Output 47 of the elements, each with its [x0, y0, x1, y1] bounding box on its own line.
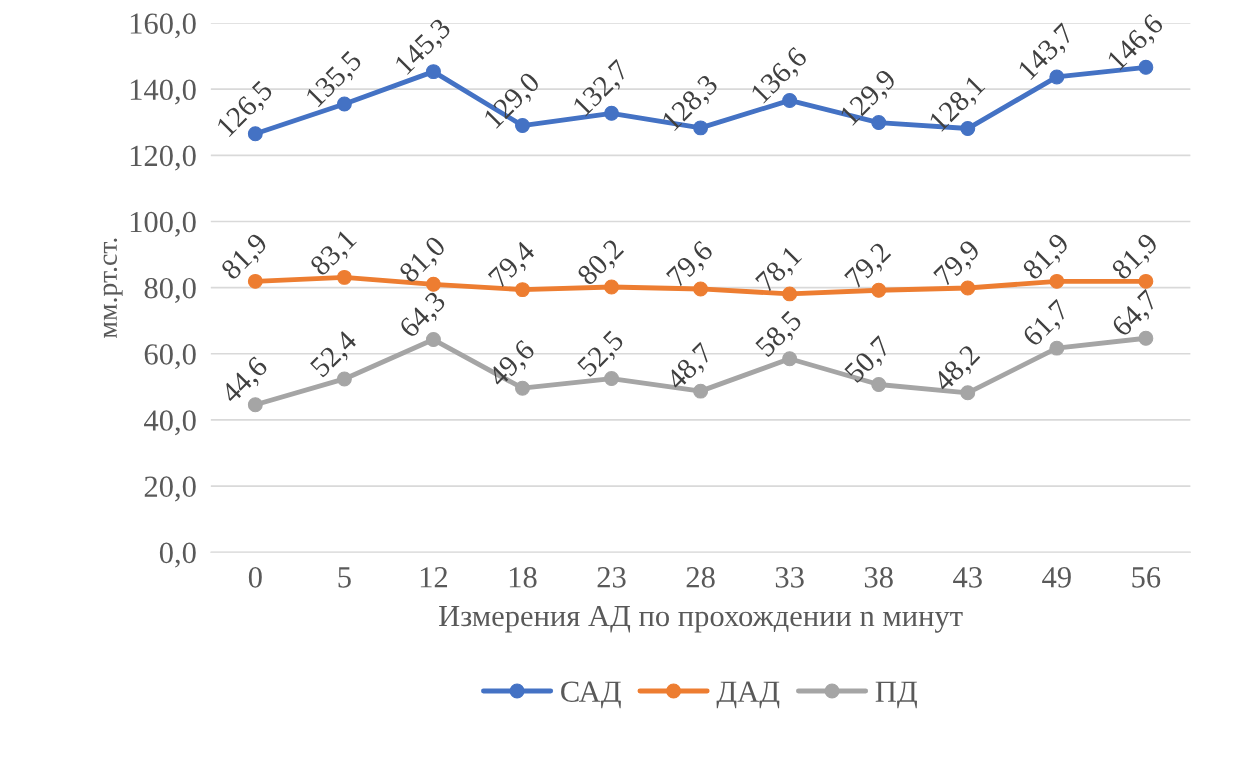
data-label: 79,2: [843, 241, 895, 292]
y-tick-label: 160,0: [130, 13, 196, 39]
data-label: 81,9: [1021, 232, 1073, 284]
legend-label: САД: [561, 681, 621, 709]
data-label: 48,2: [932, 343, 984, 396]
y-axis-title: мм.рт.ст.: [103, 238, 123, 338]
y-tick-label: 0,0: [159, 542, 196, 568]
x-tick-label: 49: [1042, 567, 1071, 588]
data-label: 81,9: [1110, 232, 1162, 284]
legend-label: ДАД: [716, 681, 780, 709]
data-label: 58,5: [754, 309, 806, 361]
x-tick-label: 28: [686, 567, 715, 588]
legend-label: ПД: [875, 681, 917, 709]
y-tick-label: 40,0: [144, 410, 196, 436]
y-tick-label: 60,0: [144, 344, 196, 370]
y-tick-label: 140,0: [130, 79, 196, 105]
x-tick-label: 23: [597, 567, 626, 588]
data-label: 79,9: [933, 238, 984, 290]
data-label: 83,1: [309, 228, 360, 280]
x-tick-label: 33: [775, 567, 804, 588]
x-tick-label: 38: [864, 567, 893, 588]
x-tick-label: 56: [1132, 567, 1161, 588]
data-label: 44,6: [219, 355, 272, 408]
data-label: 52,5: [576, 329, 628, 381]
data-label: 52,4: [309, 329, 361, 381]
x-tick-label: 18: [509, 567, 537, 588]
data-label: 49,6: [486, 338, 539, 391]
data-label: 64,3: [398, 290, 450, 342]
data-label: 61,7: [1021, 298, 1074, 351]
data-label: 79,4: [487, 239, 539, 292]
x-axis-title: Измерения АД по прохождении n минут: [438, 605, 963, 633]
data-label: 50,7: [843, 335, 895, 387]
x-tick-label: 0: [248, 567, 262, 588]
data-label: 78,1: [754, 245, 806, 296]
data-label: 64,7: [1110, 288, 1163, 341]
x-tick-label: 12: [420, 567, 448, 588]
x-tick-label: 5: [338, 567, 351, 588]
data-label: 81,0: [398, 235, 450, 287]
y-tick-label: 20,0: [144, 476, 196, 502]
x-tick-label: 43: [953, 567, 982, 588]
data-label: 48,7: [664, 341, 717, 394]
y-tick-label: 120,0: [130, 145, 196, 171]
y-tick-label: 100,0: [130, 211, 196, 237]
y-tick-label: 80,0: [144, 277, 196, 303]
data-label: 80,2: [576, 238, 628, 290]
data-label: 79,6: [665, 239, 717, 291]
data-label: 81,9: [219, 232, 272, 284]
